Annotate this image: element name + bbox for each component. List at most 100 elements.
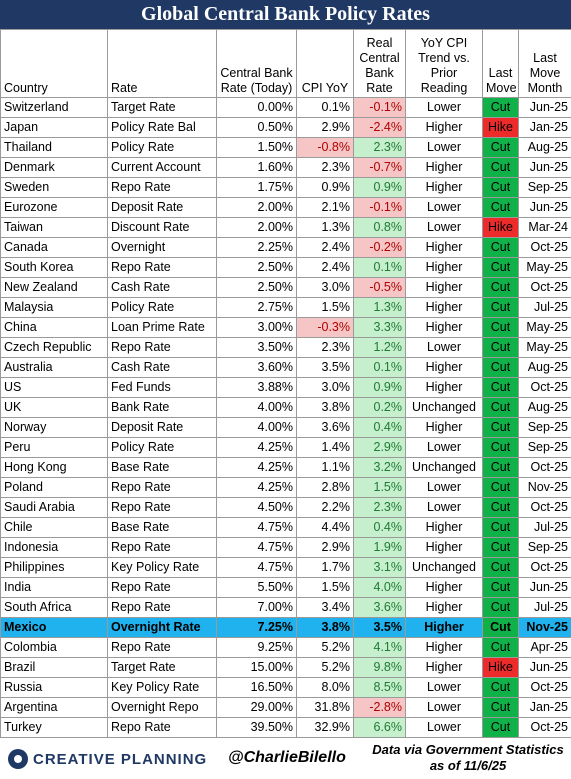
country-cell: Colombia <box>0 637 108 658</box>
cpi-cell: 3.6% <box>296 417 354 438</box>
header-last-move: Last Move <box>482 29 519 98</box>
rate-name-cell: Repo Rate <box>107 497 217 518</box>
last-move-cell: Cut <box>482 257 519 278</box>
cpi-trend-cell: Higher <box>405 417 483 438</box>
cpi-cell: 2.9% <box>296 117 354 138</box>
rate-name-cell: Repo Rate <box>107 257 217 278</box>
country-cell: Denmark <box>0 157 108 178</box>
source-line-2: as of 11/6/25 <box>429 758 507 773</box>
cpi-cell: 1.5% <box>296 297 354 318</box>
country-cell: Chile <box>0 517 108 538</box>
cpi-trend-cell: Lower <box>405 337 483 358</box>
table-row: Australia Cash Rate 3.60% 3.5% 0.1% Higher Cut… <box>0 357 571 378</box>
cb-rate-cell: 4.00% <box>216 417 297 438</box>
table-row: Poland Repo Rate 4.25% 2.8% 1.5% Lower Cut Nov-… <box>0 477 571 498</box>
last-move-month-cell: Jul-25 <box>518 517 571 538</box>
cpi-cell: 2.4% <box>296 237 354 258</box>
last-move-cell: Cut <box>482 357 519 378</box>
cb-rate-cell: 15.00% <box>216 657 297 678</box>
last-move-month-cell: Jan-25 <box>518 117 571 138</box>
country-cell: Poland <box>0 477 108 498</box>
cpi-cell: 0.1% <box>296 97 354 118</box>
last-move-cell: Hike <box>482 217 519 238</box>
last-move-month-cell: Aug-25 <box>518 357 571 378</box>
logo-text: CREATIVE PLANNING <box>33 750 208 768</box>
real-rate-cell: 3.2% <box>353 457 406 478</box>
rate-name-cell: Repo Rate <box>107 537 217 558</box>
cb-rate-cell: 2.50% <box>216 277 297 298</box>
header-cpi: CPI YoY <box>296 29 354 98</box>
real-rate-cell: -2.4% <box>353 117 406 138</box>
real-rate-cell: 0.1% <box>353 357 406 378</box>
cpi-cell: 3.8% <box>296 397 354 418</box>
country-cell: South Korea <box>0 257 108 278</box>
real-rate-cell: 0.4% <box>353 517 406 538</box>
cpi-trend-cell: Higher <box>405 277 483 298</box>
country-cell: Russia <box>0 677 108 698</box>
table-row: Norway Deposit Rate 4.00% 3.6% 0.4% Higher Cut… <box>0 417 571 438</box>
table-row: Thailand Policy Rate 1.50% -0.8% 2.3% Lower Cu… <box>0 137 571 158</box>
country-cell: Saudi Arabia <box>0 497 108 518</box>
real-rate-cell: 3.5% <box>353 617 406 638</box>
cpi-cell: 2.3% <box>296 157 354 178</box>
last-move-month-cell: Nov-25 <box>518 477 571 498</box>
cpi-cell: 2.3% <box>296 337 354 358</box>
real-rate-cell: 9.8% <box>353 657 406 678</box>
last-move-month-cell: Jun-25 <box>518 157 571 178</box>
table-row: Sweden Repo Rate 1.75% 0.9% 0.9% Higher Cut Sep… <box>0 177 571 198</box>
last-move-month-cell: Oct-25 <box>518 277 571 298</box>
real-rate-cell: 8.5% <box>353 677 406 698</box>
country-cell: China <box>0 317 108 338</box>
country-cell: Sweden <box>0 177 108 198</box>
table-row: Indonesia Repo Rate 4.75% 2.9% 1.9% Higher Cut… <box>0 537 571 558</box>
rate-name-cell: Policy Rate <box>107 137 217 158</box>
last-move-cell: Cut <box>482 457 519 478</box>
last-move-cell: Cut <box>482 417 519 438</box>
cpi-trend-cell: Lower <box>405 137 483 158</box>
cpi-cell: 1.7% <box>296 557 354 578</box>
rate-name-cell: Policy Rate <box>107 437 217 458</box>
country-cell: Eurozone <box>0 197 108 218</box>
country-cell: Philippines <box>0 557 108 578</box>
real-rate-cell: -2.8% <box>353 697 406 718</box>
header-cpi-trend: YoY CPI Trend vs. Prior Reading <box>405 29 483 98</box>
cpi-cell: 3.8% <box>296 617 354 638</box>
cb-rate-cell: 2.75% <box>216 297 297 318</box>
header-country: Country <box>0 29 108 98</box>
header-last-move-month: Last Move Month <box>518 29 571 98</box>
real-rate-cell: 0.1% <box>353 257 406 278</box>
cpi-trend-cell: Higher <box>405 597 483 618</box>
last-move-cell: Hike <box>482 117 519 138</box>
cpi-trend-cell: Higher <box>405 657 483 678</box>
last-move-month-cell: Apr-25 <box>518 637 571 658</box>
cb-rate-cell: 2.00% <box>216 217 297 238</box>
cb-rate-cell: 1.60% <box>216 157 297 178</box>
cpi-trend-cell: Higher <box>405 537 483 558</box>
rate-name-cell: Overnight Repo <box>107 697 217 718</box>
cpi-trend-cell: Unchanged <box>405 397 483 418</box>
country-cell: South Africa <box>0 597 108 618</box>
real-rate-cell: 3.3% <box>353 317 406 338</box>
cb-rate-cell: 3.88% <box>216 377 297 398</box>
cpi-trend-cell: Higher <box>405 577 483 598</box>
cpi-cell: 2.1% <box>296 197 354 218</box>
cb-rate-cell: 7.25% <box>216 617 297 638</box>
policy-rate-table: Country Rate Central Bank Rate (Today) C… <box>0 29 571 738</box>
cpi-trend-cell: Lower <box>405 497 483 518</box>
chart-title: Global Central Bank Policy Rates <box>0 0 571 29</box>
last-move-cell: Cut <box>482 197 519 218</box>
country-cell: Mexico <box>0 617 108 638</box>
last-move-cell: Cut <box>482 237 519 258</box>
table-row: Saudi Arabia Repo Rate 4.50% 2.2% 2.3% Lower C… <box>0 497 571 518</box>
last-move-month-cell: Nov-25 <box>518 617 571 638</box>
cb-rate-cell: 2.50% <box>216 257 297 278</box>
cpi-trend-cell: Higher <box>405 517 483 538</box>
last-move-month-cell: Sep-25 <box>518 417 571 438</box>
table-row: Philippines Key Policy Rate 4.75% 1.7% 3.1% U… <box>0 557 571 578</box>
rate-name-cell: Loan Prime Rate <box>107 317 217 338</box>
rate-name-cell: Fed Funds <box>107 377 217 398</box>
table-row: Turkey Repo Rate 39.50% 32.9% 6.6% Lower Cut Oc… <box>0 717 571 738</box>
real-rate-cell: 2.3% <box>353 497 406 518</box>
country-cell: Taiwan <box>0 217 108 238</box>
